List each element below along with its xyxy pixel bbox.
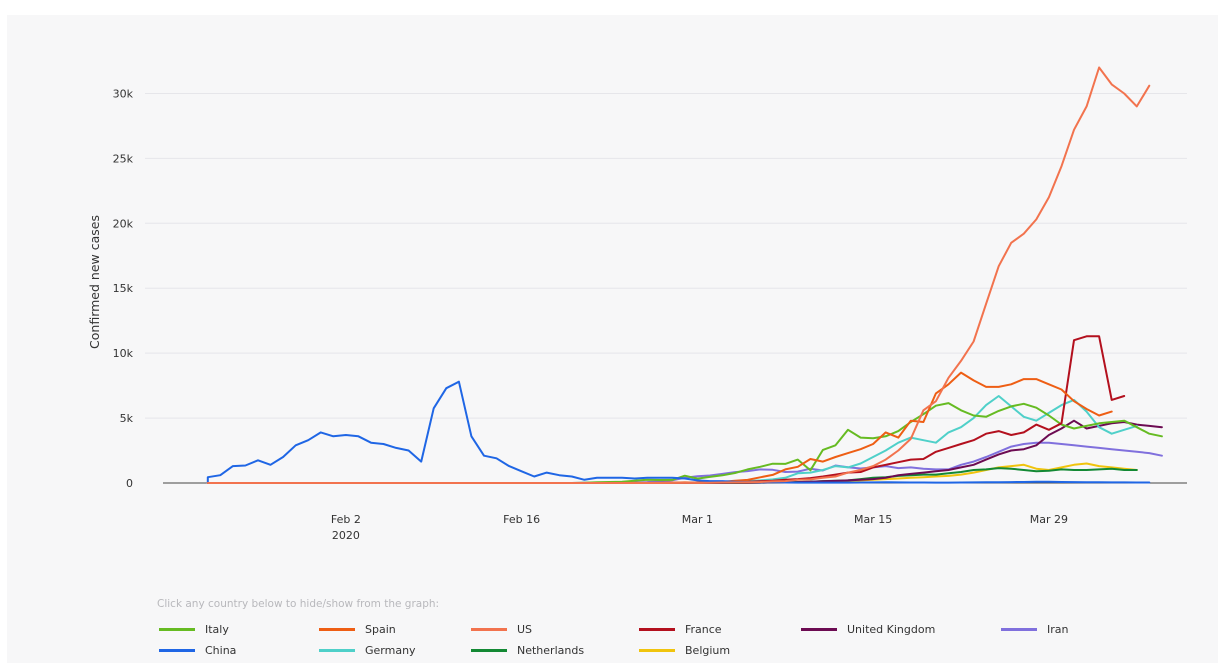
legend-swatch — [1001, 627, 1037, 631]
series-line-france — [206, 335, 1126, 484]
y-tick-label: 0 — [126, 477, 133, 490]
legend-label: China — [205, 643, 237, 657]
series-line-germany — [206, 395, 1138, 484]
y-axis-label: Confirmed new cases — [87, 215, 102, 349]
gridlines — [145, 92, 1187, 484]
legend-item-italy[interactable]: Italy — [159, 621, 229, 637]
legend-label: United Kingdom — [847, 622, 936, 636]
legend-swatch — [639, 648, 675, 652]
legend-item-iran[interactable]: Iran — [1001, 621, 1068, 637]
series-lines — [206, 66, 1163, 484]
legend-swatch — [319, 648, 355, 652]
legend-label: Iran — [1047, 622, 1069, 636]
line-chart: 0 5k 10k 15k 20k 25k 30k Feb 2 2020 Feb 16 Mar 1 M… — [87, 66, 1187, 542]
y-tick-label: 25k — [113, 152, 134, 165]
legend-hint: Click any country below to hide/show fro… — [157, 598, 440, 610]
legend-swatch — [639, 627, 675, 631]
legend-label: Spain — [365, 622, 396, 636]
legend-label: France — [685, 622, 722, 636]
series-line-us — [206, 66, 1151, 484]
legend-item-netherlands[interactable]: Netherlands — [471, 642, 584, 658]
legend-swatch — [471, 627, 507, 631]
legend-label: Italy — [205, 622, 229, 636]
legend-label: Belgium — [685, 643, 731, 657]
legend-swatch — [319, 627, 355, 631]
legend-swatch — [159, 648, 195, 652]
y-tick-label: 10k — [113, 347, 134, 360]
x-tick-label: Feb 16 — [503, 513, 540, 526]
series-line-china — [206, 380, 1151, 484]
legend-item-france[interactable]: France — [639, 621, 722, 637]
x-axis-ticks: Feb 2 2020 Feb 16 Mar 1 Mar 15 Mar 29 — [331, 513, 1068, 542]
x-tick-label: Feb 2 — [331, 513, 361, 526]
series-line-italy — [206, 402, 1163, 484]
y-tick-label: 15k — [113, 282, 134, 295]
series-line-united-kingdom — [206, 419, 1163, 484]
legend-item-china[interactable]: China — [159, 642, 236, 658]
legend-item-us[interactable]: US — [471, 621, 532, 637]
legend-label: Germany — [365, 643, 416, 657]
y-tick-label: 30k — [113, 87, 134, 100]
chart-panel: 0 5k 10k 15k 20k 25k 30k Feb 2 2020 Feb 16 Mar 1 M… — [7, 15, 1218, 663]
x-tick-label: Mar 29 — [1030, 513, 1068, 526]
series-line-spain — [206, 371, 1113, 484]
legend-swatch — [801, 627, 837, 631]
x-tick-sublabel: 2020 — [332, 529, 360, 542]
legend-item-united-kingdom[interactable]: United Kingdom — [801, 621, 935, 637]
y-axis-ticks: 0 5k 10k 15k 20k 25k 30k — [113, 87, 134, 490]
y-tick-label: 5k — [120, 412, 134, 425]
legend-label: US — [517, 622, 533, 636]
legend-item-belgium[interactable]: Belgium — [639, 642, 730, 658]
legend-item-germany[interactable]: Germany — [319, 642, 416, 658]
y-tick-label: 20k — [113, 217, 134, 230]
x-tick-label: Mar 15 — [854, 513, 892, 526]
legend-item-spain[interactable]: Spain — [319, 621, 396, 637]
legend-label: Netherlands — [517, 643, 585, 657]
x-tick-label: Mar 1 — [682, 513, 713, 526]
legend-swatch — [471, 648, 507, 652]
legend-swatch — [159, 627, 195, 631]
